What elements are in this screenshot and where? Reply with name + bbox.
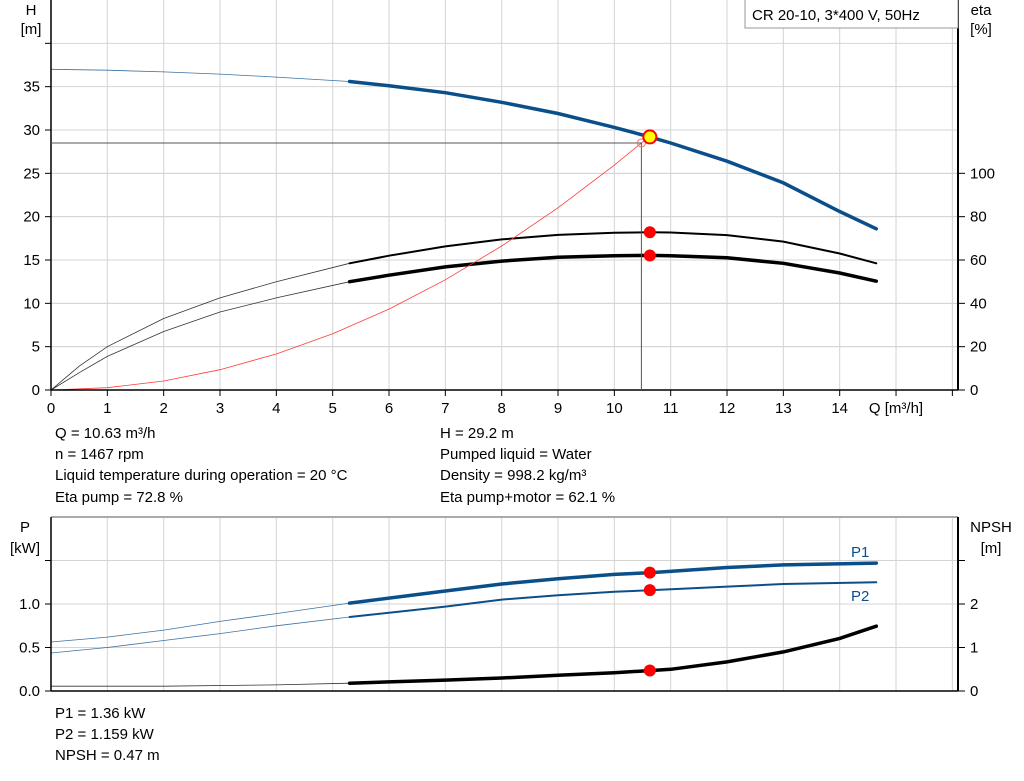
p2-curve-extended: [50, 616, 350, 654]
x-tick-label: 9: [554, 400, 562, 417]
p1-curve-extended: [50, 602, 350, 643]
requested-point-marker: [636, 138, 646, 148]
x-tick-label: 13: [775, 400, 792, 417]
info-eta-pump: Eta pump = 72.8 %: [55, 489, 183, 506]
h-tick-label: 5: [32, 339, 40, 356]
npsh-duty-marker: [643, 664, 656, 677]
npsh-curve: [347, 624, 879, 685]
axes: 0 1 2 3 4 5 6 7 8 9 10 11 12 13 1405101520253035020406…: [19, 0, 995, 700]
eta-tick-label: 40: [970, 295, 987, 312]
eta-tick-label: 80: [970, 209, 987, 226]
npsh-axis-unit: [m]: [981, 540, 1002, 557]
h-curve: [347, 79, 879, 231]
p-axis-unit: [kW]: [10, 540, 40, 557]
npsh-axis-label: NPSH: [970, 519, 1012, 536]
h-curve-extended: [50, 68, 350, 82]
h-tick-label: 25: [23, 165, 40, 182]
p-tick-label: 0.0: [19, 683, 40, 700]
x-tick-label: 8: [498, 400, 506, 417]
h-tick-label: 20: [23, 209, 40, 226]
p2-duty-marker: [643, 584, 656, 597]
x-tick-label: 1: [103, 400, 111, 417]
h-tick-label: 15: [23, 252, 40, 269]
x-tick-label: 3: [216, 400, 224, 417]
info-p2: P2 = 1.159 kW: [55, 726, 154, 743]
info-eta-pump-motor: Eta pump+motor = 62.1 %: [440, 489, 616, 506]
curves: [50, 68, 879, 687]
eta-tick-label: 20: [970, 339, 987, 356]
info-npsh: NPSH = 0.47 m: [55, 747, 160, 764]
eta-pump-curve-extended: [50, 262, 350, 391]
x-tick-label: 5: [329, 400, 337, 417]
npsh-curve-extended: [51, 682, 350, 687]
q-axis-label: Q [m³/h]: [869, 400, 923, 417]
duty-point-marker: [642, 129, 658, 145]
info-density: Density = 998.2 kg/m³: [440, 467, 587, 484]
p2-series-label: P2: [851, 588, 869, 605]
npsh-tick-label: 2: [970, 596, 978, 613]
eta-pump-curve: [348, 231, 878, 265]
eta-tick-label: 60: [970, 252, 987, 269]
p2-curve: [348, 581, 878, 618]
eta-pump-motor-duty-marker: [643, 249, 656, 262]
chart-title: CR 20-10, 3*400 V, 50Hz: [752, 7, 920, 24]
info-q: Q = 10.63 m³/h: [55, 425, 156, 442]
system-curve-curve: [50, 136, 651, 391]
eta-tick-label: 100: [970, 165, 995, 182]
info-head: H = 29.2 m: [440, 425, 514, 442]
bottom-chart-grid: [51, 516, 958, 691]
x-tick-label: 12: [719, 400, 736, 417]
x-tick-label: 7: [441, 400, 449, 417]
markers: [51, 129, 658, 677]
x-tick-label: 11: [663, 400, 679, 417]
h-tick-label: 10: [23, 295, 40, 312]
h-tick-label: 35: [23, 79, 40, 96]
x-tick-label: 0: [47, 400, 55, 417]
npsh-tick-label: 0: [970, 683, 978, 700]
h-axis-label: H: [26, 2, 37, 19]
info-speed: n = 1467 rpm: [55, 446, 144, 463]
x-tick-label: 2: [159, 400, 167, 417]
p1-duty-marker: [643, 566, 656, 579]
p-tick-label: 1.0: [19, 596, 40, 613]
eta-pump-motor-curve: [347, 253, 879, 284]
p1-curve: [347, 561, 879, 605]
x-tick-label: 14: [831, 400, 848, 417]
eta-axis-unit: [%]: [970, 21, 992, 38]
eta-pump-motor-curve-extended: [50, 281, 350, 391]
eta-tick-label: 0: [970, 382, 978, 399]
x-tick-label: 10: [606, 400, 623, 417]
p-axis-label: P: [20, 519, 30, 536]
legend-box: [744, 0, 959, 29]
info-temperature: Liquid temperature during operation = 20…: [55, 467, 348, 484]
p1-series-label: P1: [851, 544, 869, 561]
x-tick-label: 6: [385, 400, 393, 417]
h-axis-unit: [m]: [21, 21, 42, 38]
info-p1: P1 = 1.36 kW: [55, 705, 146, 722]
h-tick-label: 0: [32, 382, 40, 399]
eta-pump-duty-marker: [643, 226, 656, 239]
eta-axis-label: eta: [971, 2, 993, 19]
top-chart-grid: [51, 0, 958, 390]
info-liquid: Pumped liquid = Water: [440, 446, 592, 463]
h-tick-label: 30: [23, 122, 40, 139]
p-tick-label: 0.5: [19, 640, 40, 657]
x-tick-label: 4: [272, 400, 280, 417]
npsh-tick-label: 1: [970, 640, 978, 657]
